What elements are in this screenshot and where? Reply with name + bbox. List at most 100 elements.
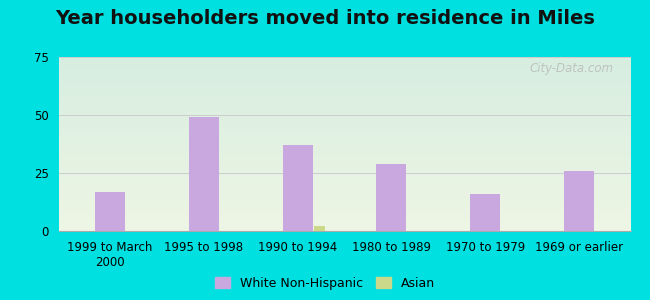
Bar <box>58 123 630 124</box>
Bar <box>313 226 325 231</box>
Bar <box>58 105 630 106</box>
Bar <box>58 174 630 175</box>
Bar <box>58 189 630 190</box>
Bar <box>58 87 630 88</box>
Bar <box>58 220 630 221</box>
Bar <box>58 179 630 180</box>
Bar <box>58 143 630 144</box>
Bar <box>58 226 630 227</box>
Bar <box>58 222 630 223</box>
Bar <box>58 60 630 61</box>
Bar <box>58 198 630 199</box>
Bar <box>58 135 630 136</box>
Bar <box>58 196 630 197</box>
Bar <box>58 108 630 109</box>
Bar <box>58 160 630 161</box>
Bar <box>58 166 630 167</box>
Bar <box>58 83 630 84</box>
Bar <box>58 116 630 117</box>
Bar <box>58 80 630 81</box>
Bar <box>58 208 630 209</box>
Bar <box>58 121 630 122</box>
Bar <box>58 142 630 143</box>
Bar <box>58 224 630 225</box>
Bar <box>58 127 630 128</box>
Bar <box>58 61 630 62</box>
Bar <box>58 102 630 103</box>
Bar <box>58 93 630 94</box>
Bar <box>58 103 630 104</box>
Bar <box>58 171 630 172</box>
Bar <box>58 67 630 68</box>
Bar <box>58 200 630 201</box>
Bar <box>58 73 630 74</box>
Bar <box>58 90 630 91</box>
Bar <box>95 192 125 231</box>
Bar <box>58 78 630 79</box>
Bar <box>58 190 630 191</box>
Bar <box>58 66 630 67</box>
Bar <box>58 168 630 169</box>
Bar <box>58 182 630 183</box>
Bar <box>58 227 630 228</box>
Bar <box>58 133 630 134</box>
Bar <box>58 221 630 222</box>
Bar <box>58 187 630 188</box>
Bar <box>58 149 630 150</box>
Bar <box>58 75 630 76</box>
Bar <box>58 107 630 108</box>
Bar <box>58 92 630 93</box>
Bar <box>58 59 630 60</box>
Bar <box>58 180 630 181</box>
Bar <box>58 147 630 148</box>
Bar <box>58 214 630 215</box>
Bar <box>58 154 630 155</box>
Legend: White Non-Hispanic, Asian: White Non-Hispanic, Asian <box>211 273 439 294</box>
Bar <box>58 85 630 86</box>
Bar <box>58 188 630 189</box>
Bar <box>58 129 630 130</box>
Bar <box>58 70 630 71</box>
Bar <box>58 104 630 105</box>
Bar <box>58 64 630 65</box>
Bar <box>58 172 630 173</box>
Bar <box>58 186 630 187</box>
Bar <box>58 69 630 70</box>
Bar <box>58 86 630 87</box>
Bar <box>58 162 630 163</box>
Bar <box>58 100 630 101</box>
Bar <box>58 132 630 133</box>
Bar <box>58 219 630 220</box>
Bar <box>58 230 630 231</box>
Text: City-Data.com: City-Data.com <box>529 62 614 75</box>
Bar <box>58 210 630 211</box>
Bar <box>58 146 630 147</box>
Bar <box>58 229 630 230</box>
Bar <box>58 74 630 75</box>
Bar <box>58 138 630 139</box>
Bar <box>58 202 630 203</box>
Bar <box>58 148 630 149</box>
Bar <box>58 130 630 131</box>
Bar <box>58 100 630 101</box>
Bar <box>58 97 630 98</box>
Bar <box>58 178 630 179</box>
Bar <box>58 150 630 151</box>
Bar <box>58 111 630 112</box>
Bar <box>58 99 630 100</box>
Bar <box>58 213 630 214</box>
Bar <box>58 79 630 80</box>
Bar <box>58 98 630 99</box>
Bar <box>58 96 630 97</box>
Bar <box>58 144 630 145</box>
Bar <box>58 88 630 89</box>
Bar <box>58 112 630 113</box>
Bar <box>58 170 630 171</box>
Bar <box>58 211 630 212</box>
Bar <box>58 91 630 92</box>
Bar <box>58 155 630 156</box>
Bar <box>58 120 630 121</box>
Bar <box>58 71 630 72</box>
Bar <box>58 84 630 85</box>
Bar <box>58 192 630 193</box>
